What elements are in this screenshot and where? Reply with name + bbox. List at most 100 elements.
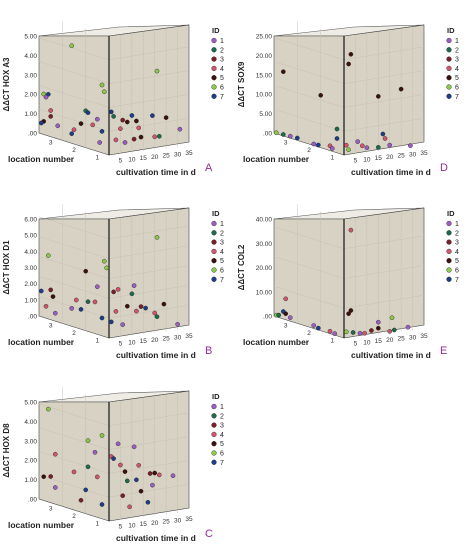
data-point-id7 bbox=[111, 456, 116, 461]
day-tick-label: 20 bbox=[151, 337, 159, 344]
data-point-id5 bbox=[161, 301, 167, 307]
data-point-id4 bbox=[134, 308, 139, 314]
legend-marker-4 bbox=[211, 65, 217, 72]
box-left-face bbox=[38, 401, 110, 522]
y-tick-label: 40.00 bbox=[256, 217, 273, 224]
data-point-id2 bbox=[276, 312, 282, 318]
legend-title: ID bbox=[212, 26, 220, 35]
data-point-id7 bbox=[150, 113, 155, 118]
data-point-id5 bbox=[375, 325, 381, 331]
panel-letter: B bbox=[205, 345, 212, 357]
data-point-id7 bbox=[380, 131, 386, 137]
data-point-id6 bbox=[154, 68, 160, 74]
cultivation-axis-label: cultivation time in d bbox=[351, 350, 431, 360]
y-tick-label: 2.00 bbox=[24, 281, 37, 288]
data-point-id5 bbox=[125, 303, 130, 309]
data-point-id1 bbox=[355, 139, 360, 144]
data-point-id2 bbox=[391, 327, 397, 333]
data-points bbox=[41, 406, 176, 510]
legend-label-4: 4 bbox=[455, 66, 459, 73]
data-point-id3 bbox=[369, 328, 374, 333]
location-tick-label: 3 bbox=[49, 506, 53, 513]
legend-marker-1 bbox=[446, 220, 452, 227]
legend-label-2: 2 bbox=[455, 47, 459, 54]
panel-b-hox-d1: 6.00 5.00 4.00 3.00 2.00 1.00 .00 ΔΔCT HOX D1 3 2… bbox=[2, 204, 224, 360]
location-axis-label: location number bbox=[243, 337, 310, 347]
data-points bbox=[39, 235, 180, 327]
day-tick-label: 20 bbox=[386, 337, 394, 344]
data-point-id5 bbox=[122, 469, 128, 474]
data-point-id4 bbox=[74, 297, 79, 303]
day-tick-label: 10 bbox=[128, 339, 136, 346]
grid bbox=[273, 204, 425, 337]
gridline-left bbox=[273, 256, 345, 279]
data-point-id2 bbox=[281, 132, 286, 137]
location-axis-label: location number bbox=[8, 337, 75, 347]
y-tick-label: 5.00 bbox=[24, 400, 37, 407]
gridline-left bbox=[38, 85, 110, 108]
gridline-right bbox=[108, 265, 190, 279]
gridline-left bbox=[38, 108, 110, 132]
y-tick-label: .00 bbox=[263, 131, 272, 138]
data-points bbox=[274, 227, 411, 336]
gridline-right bbox=[108, 94, 190, 108]
legend-marker-5 bbox=[211, 258, 217, 264]
data-point-id4 bbox=[156, 472, 162, 478]
data-point-id1 bbox=[330, 146, 335, 151]
data-point-id4 bbox=[327, 328, 333, 334]
location-tick-label: 1 bbox=[331, 337, 335, 344]
data-point-id2 bbox=[129, 291, 135, 297]
data-point-id3 bbox=[48, 287, 54, 293]
data-point-id6 bbox=[69, 43, 74, 49]
gridline-right bbox=[343, 117, 425, 132]
legend-marker-2 bbox=[446, 47, 452, 53]
gridline-left bbox=[273, 226, 345, 249]
legend-label-4: 4 bbox=[455, 249, 459, 256]
y-tick-label: 5.00 bbox=[24, 34, 37, 41]
legend-title: ID bbox=[212, 392, 220, 401]
day-tick-label: 20 bbox=[151, 520, 159, 527]
location-tick-label: 1 bbox=[96, 520, 100, 527]
data-point-id5 bbox=[78, 121, 84, 126]
data-point-id1 bbox=[120, 322, 125, 327]
legend-label-4: 4 bbox=[220, 249, 224, 256]
legend-marker-3 bbox=[446, 239, 452, 245]
legend-label-2: 2 bbox=[455, 230, 459, 237]
legend-title: ID bbox=[447, 209, 455, 218]
data-point-id2 bbox=[350, 330, 356, 335]
panel-letter: C bbox=[205, 528, 213, 540]
gridline-right bbox=[108, 460, 190, 474]
data-point-id4 bbox=[48, 108, 54, 113]
gridline-left bbox=[273, 85, 345, 108]
data-point-id7 bbox=[316, 142, 321, 148]
data-point-id7 bbox=[99, 502, 105, 507]
data-point-id1 bbox=[131, 444, 137, 450]
location-tick-label: 3 bbox=[284, 140, 288, 147]
location-tick-label: 3 bbox=[49, 323, 53, 330]
data-point-id1 bbox=[115, 441, 121, 447]
data-point-id4 bbox=[136, 463, 141, 468]
y-tick-label: .00 bbox=[28, 131, 37, 138]
y-tick-label: 5.00 bbox=[24, 233, 37, 240]
gridline-right bbox=[108, 412, 190, 427]
day-tick-label: 35 bbox=[185, 150, 193, 157]
day-tick-label: 5 bbox=[354, 341, 358, 348]
data-point-id4 bbox=[118, 126, 123, 131]
legend-title: ID bbox=[447, 26, 455, 35]
data-point-id5 bbox=[318, 93, 323, 98]
data-point-id6 bbox=[85, 438, 91, 443]
cultivation-axis-label: cultivation time in d bbox=[351, 167, 431, 177]
gridline-left bbox=[38, 403, 110, 427]
y-axis-label: ΔΔCT SOX9 bbox=[237, 61, 246, 107]
panel-e-col2: 40.00 30.00 20.00 10.00 .00 ΔΔCT COL2 3 2 1 locat… bbox=[237, 204, 459, 360]
legend-label-1: 1 bbox=[220, 38, 224, 45]
y-tick-label: 2.00 bbox=[24, 458, 37, 465]
data-point-id1 bbox=[69, 306, 74, 311]
data-point-id4 bbox=[362, 330, 367, 336]
data-point-id4 bbox=[387, 329, 392, 334]
legend-marker-1 bbox=[446, 37, 452, 44]
data-point-id4 bbox=[90, 122, 95, 128]
day-tick-label: 30 bbox=[174, 151, 182, 158]
data-point-id5 bbox=[348, 52, 354, 57]
legend-label-1: 1 bbox=[455, 221, 459, 228]
